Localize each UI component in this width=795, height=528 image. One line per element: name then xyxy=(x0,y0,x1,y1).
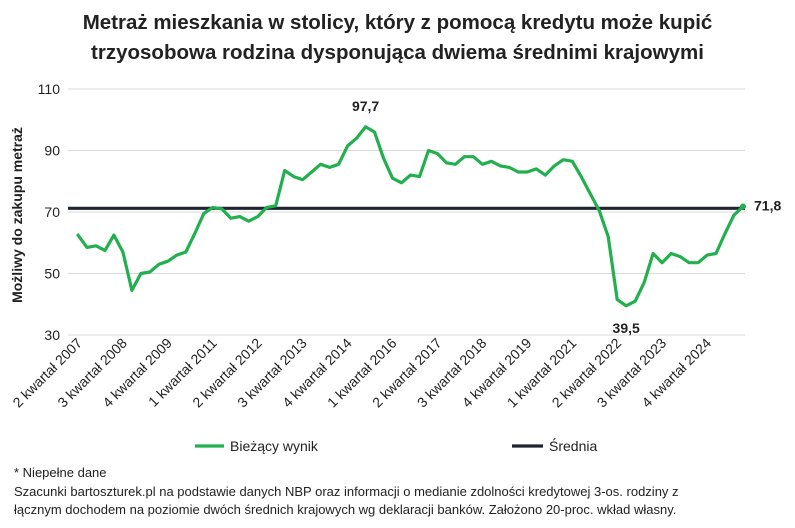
data-point xyxy=(705,253,708,256)
data-point xyxy=(589,192,592,195)
data-point xyxy=(310,170,313,173)
data-point xyxy=(723,232,726,235)
data-point xyxy=(732,213,735,216)
data-point xyxy=(400,181,403,184)
data-point xyxy=(553,164,556,167)
data-point xyxy=(355,137,358,140)
data-point xyxy=(373,130,376,133)
data-point xyxy=(445,161,448,164)
data-point xyxy=(661,261,664,264)
y-tick-label-70: 70 xyxy=(44,204,60,220)
data-point xyxy=(652,252,655,255)
data-point xyxy=(148,270,151,273)
data-point xyxy=(382,157,385,160)
data-point xyxy=(687,261,690,264)
y-axis-label: Możliwy do zakupu metraż xyxy=(9,127,25,303)
data-point xyxy=(364,125,367,128)
y-tick-label-30: 30 xyxy=(44,327,60,343)
data-point xyxy=(247,220,250,223)
data-point xyxy=(643,281,646,284)
data-point xyxy=(463,155,466,158)
data-point xyxy=(184,250,187,253)
data-point xyxy=(211,206,214,209)
data-point xyxy=(436,152,439,155)
data-point xyxy=(256,215,259,218)
data-point xyxy=(499,164,502,167)
data-point xyxy=(508,166,511,169)
data-label: 97,7 xyxy=(352,98,379,114)
data-point xyxy=(634,300,637,303)
title-line-2: trzyosobowa rodzina dysponująca dwiema ś… xyxy=(91,41,704,64)
data-point xyxy=(526,170,529,173)
data-point xyxy=(714,252,717,255)
data-point xyxy=(121,250,124,253)
data-point xyxy=(607,235,610,238)
data-point xyxy=(85,246,88,249)
data-point xyxy=(616,298,619,301)
data-point xyxy=(76,233,79,236)
footnote: * Niepełne dane xyxy=(14,465,107,480)
chart-title: Metraż mieszkania w stolicy, który z pom… xyxy=(0,8,795,68)
data-point xyxy=(418,175,421,178)
data-point xyxy=(229,217,232,220)
end-point-marker xyxy=(740,203,746,210)
data-point xyxy=(517,170,520,173)
data-point xyxy=(139,272,142,275)
data-point xyxy=(103,249,106,252)
data-point xyxy=(535,167,538,170)
series-line-biezacy-wynik xyxy=(76,125,745,308)
data-point xyxy=(562,158,565,161)
data-point xyxy=(346,144,349,147)
data-point xyxy=(409,174,412,177)
data-point xyxy=(220,207,223,210)
data-point xyxy=(670,252,673,255)
y-tick-label-110: 110 xyxy=(38,81,61,97)
data-point xyxy=(544,174,547,177)
legend-label-srednia: Średnia xyxy=(549,437,597,454)
title-line-1: Metraż mieszkania w stolicy, który z pom… xyxy=(82,11,713,34)
data-point xyxy=(238,215,241,218)
data-point xyxy=(337,163,340,166)
notes: * Niepełne dane Szacunki bartoszturek.pl… xyxy=(14,464,679,520)
data-point xyxy=(625,304,628,307)
data-point xyxy=(328,166,331,169)
data-point xyxy=(678,255,681,258)
data-point xyxy=(571,160,574,163)
data-point xyxy=(175,253,178,256)
data-point xyxy=(319,163,322,166)
legend-label-biezacy-wynik: Bieżący wynik xyxy=(230,438,319,454)
data-point xyxy=(490,160,493,163)
data-point xyxy=(696,261,699,264)
data-point xyxy=(283,169,286,172)
data-point xyxy=(301,178,304,181)
data-point xyxy=(481,163,484,166)
data-point xyxy=(112,233,115,236)
data-point xyxy=(454,163,457,166)
data-point xyxy=(427,149,430,152)
data-point xyxy=(274,204,277,207)
data-point xyxy=(130,289,133,292)
data-point xyxy=(193,232,196,235)
data-label: 71,8 xyxy=(754,197,781,213)
data-point xyxy=(94,244,97,247)
data-point xyxy=(157,263,160,266)
data-point xyxy=(292,175,295,178)
data-point xyxy=(166,260,169,263)
y-tick-label-90: 90 xyxy=(44,143,60,159)
source-line-1: Szacunki bartoszturek.pl na podstawie da… xyxy=(14,483,679,499)
data-point xyxy=(598,209,601,212)
data-point xyxy=(391,177,394,180)
data-point xyxy=(202,212,205,215)
source-line-2: łącznym dochodem na poziomie dwóch średn… xyxy=(14,502,677,517)
data-label: 39,5 xyxy=(613,320,640,336)
data-point xyxy=(580,175,583,178)
data-point xyxy=(472,155,475,158)
y-tick-label-50: 50 xyxy=(44,266,60,282)
data-point xyxy=(265,206,268,209)
